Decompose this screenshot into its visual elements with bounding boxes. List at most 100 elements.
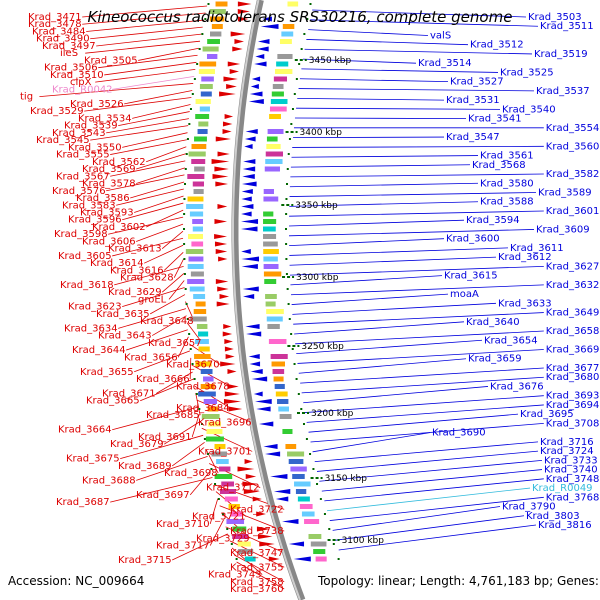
cog-category-box: [187, 264, 204, 269]
forward-gene-arrow: [227, 384, 239, 389]
cog-category-box: [198, 331, 209, 337]
left-label-leader: [85, 40, 201, 54]
reverse-gene-label: Krad_3503: [528, 12, 582, 23]
forward-gene-arrow: [219, 91, 236, 97]
reverse-gene-label: Krad_3694: [546, 400, 600, 411]
reverse-gene-arrow: [241, 204, 254, 209]
forward-gene-label: Krad_3696: [198, 417, 252, 428]
right-label-leader: [294, 117, 467, 119]
reverse-gene-arrow: [250, 84, 259, 89]
forward-gene-label: Krad_3578: [82, 179, 136, 190]
forward-gene-arrow: [224, 339, 233, 344]
cog-category-box: [266, 309, 284, 314]
forward-gene-label: Krad_3606: [82, 236, 136, 247]
forward-gene-label: Krad_3710: [156, 519, 210, 530]
left-label-leader: [161, 230, 184, 250]
forward-gene-arrow: [215, 181, 229, 187]
cog-category-box: [191, 241, 204, 247]
track-tick: [183, 213, 186, 215]
forward-gene-label: Krad_3697: [136, 490, 190, 501]
left-label-leader: [163, 252, 184, 271]
left-label-leader: [151, 315, 187, 336]
left-label-leader: [106, 118, 189, 134]
forward-gene-arrow: [237, 466, 255, 472]
left-label-leader: [136, 167, 185, 184]
cog-category-box: [201, 414, 220, 419]
left-label-leader: [122, 132, 188, 148]
reverse-gene-label: Krad_3708: [546, 418, 600, 429]
cog-category-box: [266, 316, 283, 322]
forward-gene-arrow: [252, 496, 262, 502]
forward-gene-arrow: [224, 114, 234, 119]
right-label-leader: [298, 358, 467, 374]
reverse-gene-label: Krad_3560: [546, 141, 600, 152]
track-tick: [286, 183, 289, 185]
track-tick: [186, 138, 189, 140]
cog-category-box: [198, 346, 210, 352]
forward-gene-label: Krad_3678: [176, 381, 230, 392]
track-tick: [185, 303, 188, 305]
reverse-gene-arrow: [251, 376, 268, 382]
cog-category-box: [187, 196, 204, 202]
cog-category-box: [203, 399, 218, 404]
right-label-leader: [300, 367, 544, 384]
right-label-leader: [304, 48, 533, 55]
reverse-gene-label: Krad_3768: [546, 492, 600, 503]
cog-category-box: [200, 369, 213, 374]
cog-category-box: [192, 219, 204, 224]
track-tick: [290, 123, 293, 125]
forward-gene-arrow: [222, 129, 232, 134]
cog-category-box: [276, 61, 289, 67]
forward-gene-label: ileS: [60, 48, 78, 59]
reverse-gene-arrow: [241, 264, 258, 269]
reverse-gene-arrow: [245, 129, 258, 134]
cog-category-box: [232, 526, 247, 532]
track-tick: [198, 408, 201, 410]
cog-category-box: [272, 84, 284, 89]
forward-gene-arrow: [211, 159, 230, 164]
cog-category-box: [194, 354, 211, 359]
left-label-leader: [136, 153, 186, 170]
track-tick: [217, 498, 220, 500]
cog-category-box: [216, 459, 229, 464]
right-label-leader: [310, 19, 539, 27]
track-tick: [337, 558, 340, 560]
right-label-leader: [293, 312, 544, 325]
track-tick: [298, 63, 301, 65]
reverse-gene-label: Krad_3609: [536, 224, 590, 235]
forward-gene-arrow: [223, 399, 242, 404]
left-label-leader: [122, 287, 185, 308]
forward-gene-label: Krad_3635: [96, 309, 150, 320]
forward-gene-label: Krad_3623: [68, 302, 122, 313]
cog-category-box: [265, 301, 276, 307]
cog-category-box: [207, 39, 220, 44]
right-label-leader: [292, 145, 544, 148]
left-label-leader: [90, 26, 203, 40]
reverse-gene-arrow: [265, 451, 281, 457]
cog-category-box: [198, 69, 215, 74]
reverse-gene-label: Krad_3816: [538, 520, 592, 531]
forward-gene-arrow: [225, 354, 235, 359]
cog-category-box: [209, 16, 225, 22]
forward-gene-label: Krad_3614: [90, 258, 144, 269]
forward-gene-arrow: [257, 534, 273, 539]
cog-category-box: [221, 481, 235, 487]
forward-gene-label: Krad_3717: [156, 541, 210, 552]
reverse-gene-label: valS: [430, 30, 451, 41]
track-tick: [300, 408, 303, 410]
reverse-gene-arrow: [241, 189, 253, 194]
track-tick: [290, 333, 293, 335]
forward-gene-arrow: [226, 84, 237, 89]
forward-gene-arrow: [223, 76, 238, 82]
reverse-gene-label: Krad_3633: [498, 298, 552, 309]
reverse-gene-label: Krad_3527: [450, 77, 504, 88]
cog-category-box: [187, 279, 205, 284]
topology-text: Topology: linear; Length: 4,761,183 bp; …: [318, 574, 600, 588]
reverse-gene-label: Krad_3582: [546, 169, 600, 180]
forward-gene-label: Krad_3596: [68, 215, 122, 226]
cog-category-box: [263, 219, 277, 224]
cog-category-box: [195, 361, 212, 367]
scale-label: 3450 kbp: [309, 56, 352, 66]
track-tick: [285, 228, 288, 230]
reverse-gene-arrow: [273, 489, 291, 494]
